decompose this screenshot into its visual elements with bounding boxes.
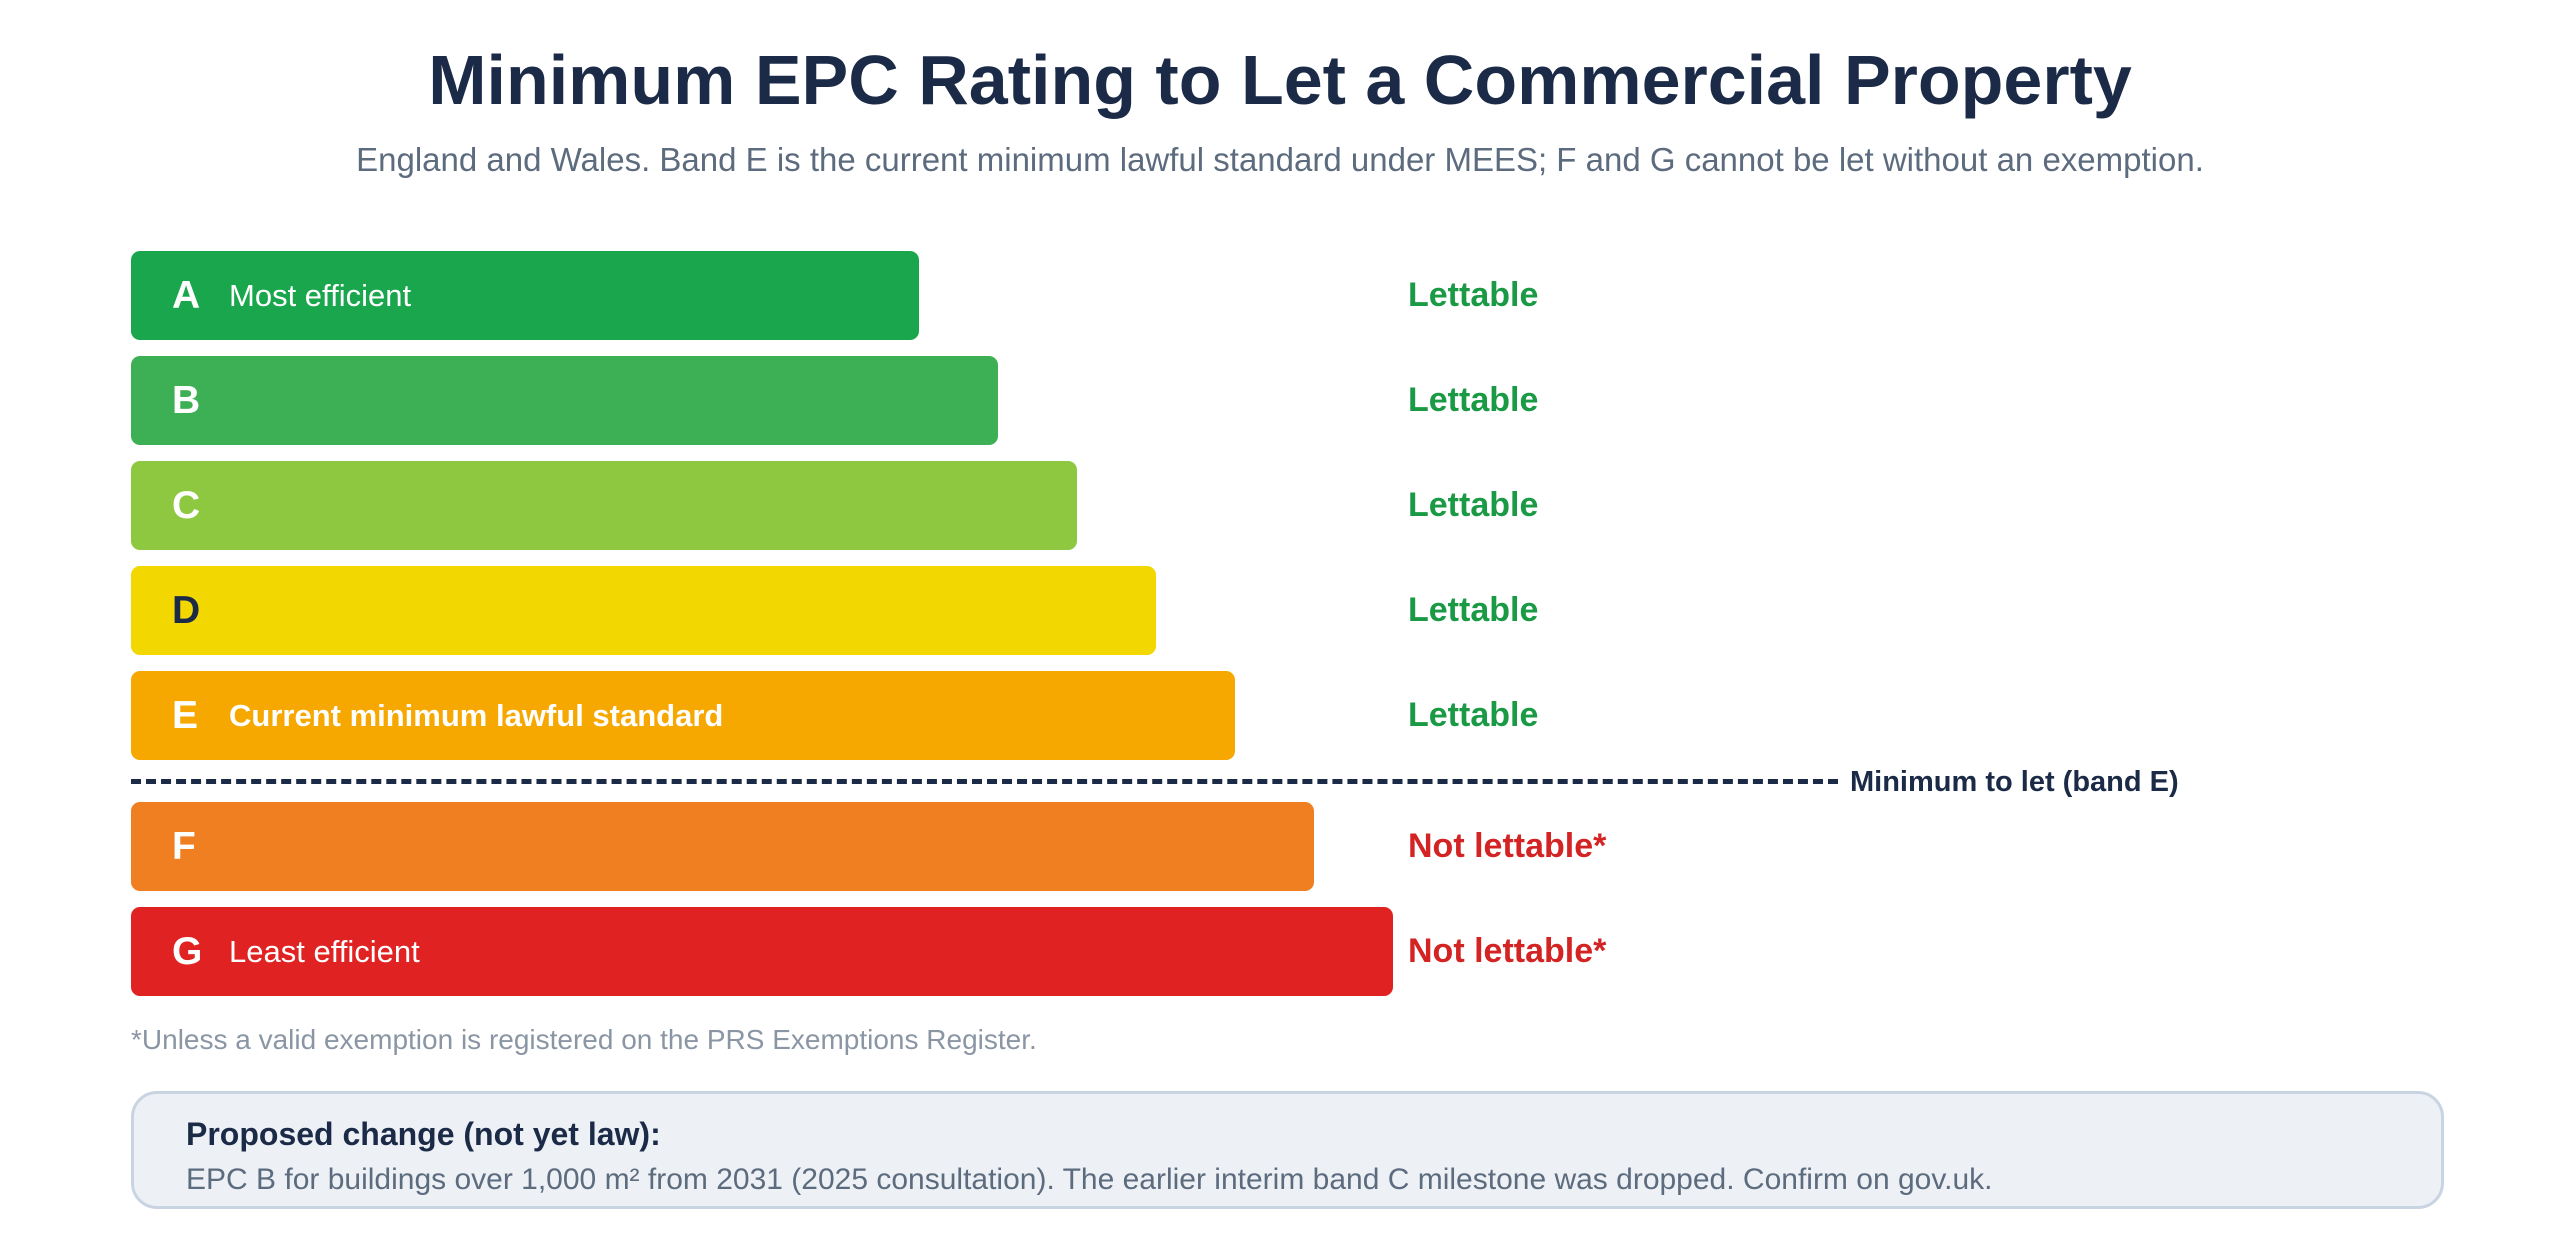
epc-band-e: E Current minimum lawful standard xyxy=(131,671,1235,760)
epc-band-d-status: Lettable xyxy=(1408,591,1539,629)
epc-band-d: D xyxy=(131,566,1156,655)
epc-band-b-status: Lettable xyxy=(1408,381,1539,419)
proposed-change-box: Proposed change (not yet law): EPC B for… xyxy=(131,1091,2444,1209)
epc-band-description: Current minimum lawful standard xyxy=(229,698,724,733)
proposed-change-heading: Proposed change (not yet law): xyxy=(186,1116,661,1152)
epc-band-c: C xyxy=(131,461,1077,550)
epc-band-g: G Least efficient xyxy=(131,907,1393,996)
epc-band-letter: E xyxy=(172,694,199,737)
epc-band-f: F xyxy=(131,802,1314,891)
minimum-threshold-label: Minimum to let (band E) xyxy=(1850,766,2179,798)
epc-band-g-status: Not lettable* xyxy=(1408,932,1607,970)
epc-band-letter: F xyxy=(172,825,196,868)
epc-band-letter: C xyxy=(172,484,201,527)
page-title: Minimum EPC Rating to Let a Commercial P… xyxy=(428,41,2132,119)
epc-band-description: Most efficient xyxy=(229,278,412,313)
epc-band-description: Least efficient xyxy=(229,934,420,969)
epc-band-letter: A xyxy=(172,274,201,317)
minimum-threshold-line xyxy=(131,779,1838,784)
epc-band-a: A Most efficient xyxy=(131,251,919,340)
epc-band-a-status: Lettable xyxy=(1408,276,1539,314)
epc-band-f-status: Not lettable* xyxy=(1408,827,1607,865)
epc-band-b: B xyxy=(131,356,998,445)
proposed-change-text: EPC B for buildings over 1,000 m² from 2… xyxy=(186,1163,1993,1196)
epc-band-c-status: Lettable xyxy=(1408,486,1539,524)
epc-band-letter: B xyxy=(172,379,201,422)
epc-band-e-status: Lettable xyxy=(1408,696,1539,734)
epc-band-letter: G xyxy=(172,930,203,973)
page-subtitle: England and Wales. Band E is the current… xyxy=(356,141,2204,178)
footnote: *Unless a valid exemption is registered … xyxy=(131,1024,1037,1055)
epc-band-letter: D xyxy=(172,589,201,632)
